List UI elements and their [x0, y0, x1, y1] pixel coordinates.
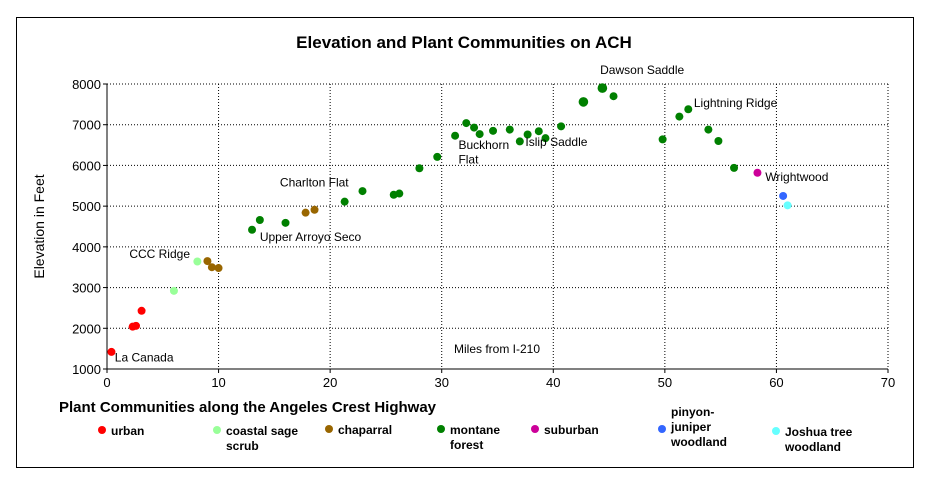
data-point-urban: [137, 306, 146, 315]
legend-marker: [772, 427, 780, 435]
annotation-label: CCC Ridge: [129, 247, 190, 261]
data-point-joshua-tree-woodland: [783, 201, 792, 210]
data-point-montane-forest: [730, 163, 739, 172]
data-point-montane-forest: [557, 122, 566, 131]
x-tick-label: 70: [881, 375, 895, 390]
annotation-label: Buckhorn: [458, 138, 509, 152]
x-tick-label: 30: [434, 375, 448, 390]
data-point-montane-forest: [395, 189, 404, 198]
data-point-montane-forest: [534, 127, 543, 136]
data-point-montane-forest: [340, 197, 349, 206]
x-tick-label: 0: [103, 375, 110, 390]
data-point-montane-forest: [658, 135, 667, 144]
data-point-montane-forest: [578, 97, 589, 107]
legend-label: chaparral: [338, 423, 393, 437]
annotation-label: Islip Saddle: [525, 135, 587, 149]
y-tick-label: 3000: [72, 281, 101, 296]
data-point-montane-forest: [462, 119, 471, 128]
data-point-chaparral: [310, 205, 319, 214]
data-point-urban: [132, 321, 141, 330]
data-point-montane-forest: [704, 125, 713, 134]
data-point-montane-forest: [675, 112, 684, 121]
data-point-montane-forest: [597, 83, 608, 93]
data-point-montane-forest: [281, 218, 290, 227]
legend-marker: [658, 425, 666, 433]
y-tick-label: 8000: [72, 77, 101, 92]
legend-label: montane forest: [450, 423, 501, 452]
legend-label: Joshua tree woodland: [785, 425, 853, 454]
y-tick-label: 7000: [72, 118, 101, 133]
x-tick-label: 60: [769, 375, 783, 390]
legend-marker: [98, 426, 106, 434]
y-axis-label: Elevation in Feet: [31, 174, 47, 278]
data-point-chaparral: [214, 264, 223, 273]
legend-marker: [213, 426, 221, 434]
data-point-montane-forest: [451, 131, 460, 140]
data-point-urban: [107, 347, 116, 356]
data-point-montane-forest: [609, 92, 618, 101]
annotation-label: Wrightwood: [765, 170, 828, 184]
data-point-suburban: [753, 168, 762, 177]
data-point-chaparral: [207, 263, 216, 272]
x-tick-label: 20: [323, 375, 337, 390]
annotation-label: Dawson Saddle: [600, 63, 684, 77]
data-point-chaparral: [301, 208, 310, 217]
annotation-label: Lightning Ridge: [694, 96, 778, 110]
y-tick-label: 4000: [72, 240, 101, 255]
data-point-montane-forest: [470, 123, 479, 132]
data-point-montane-forest: [541, 134, 550, 143]
y-tick-label: 5000: [72, 199, 101, 214]
x-axis-label: Miles from I-210: [454, 342, 540, 356]
data-point-montane-forest: [505, 125, 514, 134]
data-point-montane-forest: [433, 152, 442, 161]
legend-label: pinyon- juniper woodland: [671, 405, 727, 449]
legend-title: Plant Communities along the Angeles Cres…: [59, 399, 437, 416]
annotation-label: Charlton Flat: [280, 176, 349, 190]
data-point-coastal-sage-scrub: [169, 286, 178, 295]
data-point-montane-forest: [248, 225, 257, 234]
legend-marker: [325, 425, 333, 433]
y-tick-label: 2000: [72, 321, 101, 336]
x-tick-label: 10: [211, 375, 225, 390]
legend-marker: [531, 425, 539, 433]
data-point-montane-forest: [515, 137, 524, 146]
data-point-coastal-sage-scrub: [193, 257, 202, 266]
chart-frame: [16, 17, 914, 468]
legend-marker: [437, 425, 445, 433]
data-point-montane-forest: [523, 130, 532, 139]
annotation-label: La Canada: [115, 351, 174, 365]
data-point-montane-forest: [255, 215, 264, 224]
data-point-montane-forest: [489, 126, 498, 135]
legend-label: coastal sage scrub: [226, 424, 299, 453]
data-point-montane-forest: [684, 105, 693, 114]
data-point-pinyon-juniper-woodland: [779, 191, 788, 200]
legend-label: suburban: [544, 423, 599, 437]
annotation-label: Flat: [458, 152, 479, 166]
annotation-label: Upper Arroyo Seco: [260, 230, 362, 244]
y-tick-label: 1000: [72, 362, 101, 377]
data-point-montane-forest: [714, 137, 723, 145]
legend-label: urban: [111, 424, 145, 438]
data-point-montane-forest: [475, 130, 484, 139]
y-tick-label: 6000: [72, 158, 101, 173]
x-tick-label: 40: [546, 375, 560, 390]
data-point-montane-forest: [415, 164, 424, 173]
x-tick-label: 50: [658, 375, 672, 390]
chart-title: Elevation and Plant Communities on ACH: [296, 33, 632, 52]
data-point-montane-forest: [358, 187, 367, 196]
data-point-chaparral: [203, 257, 212, 266]
